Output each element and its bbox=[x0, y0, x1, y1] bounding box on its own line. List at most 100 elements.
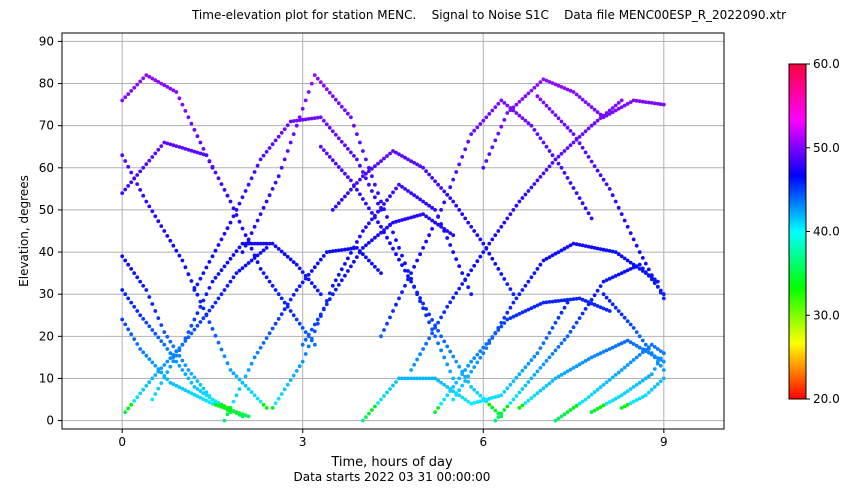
data-point bbox=[652, 345, 657, 349]
data-point bbox=[165, 359, 170, 364]
data-point bbox=[288, 309, 293, 313]
data-point bbox=[150, 209, 155, 214]
data-point bbox=[598, 305, 603, 310]
data-point bbox=[607, 378, 612, 382]
data-point bbox=[517, 372, 522, 377]
data-point bbox=[466, 273, 471, 277]
data-point bbox=[472, 387, 477, 392]
data-point bbox=[192, 385, 197, 389]
data-point bbox=[619, 254, 624, 259]
data-point bbox=[583, 307, 588, 311]
data-point bbox=[180, 258, 185, 263]
data-point bbox=[174, 248, 179, 253]
data-point bbox=[255, 253, 260, 258]
data-point bbox=[246, 237, 251, 242]
data-point bbox=[649, 101, 654, 105]
y-tick-label: 20 bbox=[39, 329, 54, 343]
data-point bbox=[547, 331, 552, 335]
data-point bbox=[616, 342, 621, 347]
data-point bbox=[541, 140, 546, 145]
data-point bbox=[637, 345, 642, 350]
data-point bbox=[126, 262, 131, 267]
data-point bbox=[240, 266, 245, 270]
data-point bbox=[267, 331, 272, 336]
data-point bbox=[568, 129, 573, 133]
data-point bbox=[385, 215, 389, 219]
data-point bbox=[288, 297, 293, 302]
data-point bbox=[514, 203, 519, 208]
data-point bbox=[550, 326, 555, 330]
data-point bbox=[577, 362, 582, 367]
data-point bbox=[640, 99, 645, 104]
data-point bbox=[370, 217, 374, 222]
data-point bbox=[294, 288, 299, 292]
data-point bbox=[601, 382, 606, 387]
data-point bbox=[355, 132, 359, 137]
data-point bbox=[514, 296, 519, 301]
data-point bbox=[442, 189, 447, 194]
data-point bbox=[463, 147, 468, 152]
data-point bbox=[288, 378, 293, 382]
data-point bbox=[358, 177, 362, 182]
data-point bbox=[478, 355, 483, 360]
data-point bbox=[349, 251, 353, 255]
data-point bbox=[189, 331, 194, 336]
data-point bbox=[598, 351, 603, 356]
data-point bbox=[649, 387, 654, 392]
data-point bbox=[364, 176, 368, 181]
data-point bbox=[346, 256, 350, 261]
data-point bbox=[433, 410, 437, 414]
data-point bbox=[439, 222, 443, 226]
data-point bbox=[532, 271, 537, 275]
data-point bbox=[318, 144, 323, 149]
data-point bbox=[604, 111, 609, 115]
data-point bbox=[571, 90, 576, 94]
data-point bbox=[580, 243, 585, 248]
data-point bbox=[216, 272, 221, 276]
data-point bbox=[258, 345, 263, 350]
data-point bbox=[421, 347, 425, 351]
data-point bbox=[153, 214, 158, 219]
data-point bbox=[646, 347, 651, 351]
data-point bbox=[123, 159, 128, 163]
data-point bbox=[604, 401, 609, 406]
data-point bbox=[297, 364, 302, 369]
data-point bbox=[439, 334, 443, 339]
data-point bbox=[607, 299, 612, 303]
data-point bbox=[577, 296, 582, 301]
data-point bbox=[532, 182, 537, 186]
data-point bbox=[364, 201, 368, 206]
data-point bbox=[481, 398, 486, 403]
data-point bbox=[210, 164, 215, 169]
data-point bbox=[330, 283, 335, 288]
data-point bbox=[273, 321, 278, 326]
data-point bbox=[427, 233, 431, 238]
data-point bbox=[379, 159, 383, 164]
data-point bbox=[487, 402, 492, 407]
data-point bbox=[370, 238, 374, 243]
data-point bbox=[195, 394, 200, 399]
data-point bbox=[312, 284, 317, 289]
data-point bbox=[580, 297, 585, 302]
data-point bbox=[243, 383, 248, 388]
data-point bbox=[511, 108, 516, 113]
data-point bbox=[499, 272, 504, 276]
data-point bbox=[550, 161, 555, 165]
data-point bbox=[640, 266, 645, 271]
data-point bbox=[433, 376, 437, 381]
data-point bbox=[649, 273, 654, 278]
data-point bbox=[421, 306, 425, 311]
data-point bbox=[391, 309, 395, 313]
data-point bbox=[324, 299, 329, 303]
data-point bbox=[228, 220, 233, 225]
data-point bbox=[523, 401, 528, 405]
data-point bbox=[610, 275, 615, 280]
data-point bbox=[613, 103, 618, 108]
data-point bbox=[544, 359, 549, 363]
data-point bbox=[538, 346, 543, 350]
data-point bbox=[177, 385, 182, 390]
data-point bbox=[547, 300, 552, 304]
data-point bbox=[379, 224, 383, 229]
data-point bbox=[174, 353, 179, 358]
data-point bbox=[646, 273, 651, 278]
